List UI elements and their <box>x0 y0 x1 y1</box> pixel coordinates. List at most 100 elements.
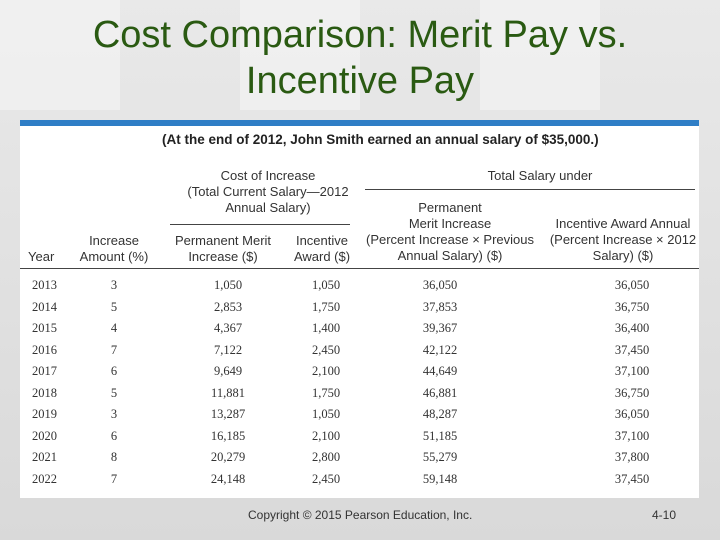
header-line: Salary) ($) <box>592 248 654 263</box>
cell-permanent-merit: 9,649 <box>213 364 243 378</box>
cell-permanent-merit: 1,050 <box>213 278 243 292</box>
slide-title-line-2: Incentive Pay <box>245 60 475 102</box>
cell-total-merit: 59,148 <box>422 471 458 486</box>
cell-increase-amount: 6 <box>110 364 118 378</box>
header-line: Increase <box>89 233 139 248</box>
cell-increase-amount: 4 <box>110 321 118 335</box>
cell-total-merit: 37,853 <box>422 299 458 314</box>
cell-total-incentive: 36,750 <box>614 299 650 314</box>
header-line: (Total Current Salary—2012 <box>187 184 349 199</box>
slide-title: Cost Comparison: Merit Pay vs. Incentive… <box>0 12 720 104</box>
header-line: Incentive Award Annual <box>555 216 691 231</box>
table-row: 2021 8 20,279 2,800 55,279 37,800 <box>20 447 699 468</box>
cell-total-incentive: 37,450 <box>614 471 650 486</box>
cell-total-incentive: 37,100 <box>614 428 650 443</box>
cell-total-incentive: 36,050 <box>614 407 650 421</box>
cell-permanent-merit: 13,287 <box>210 407 246 421</box>
cell-year: 2015 <box>32 321 57 335</box>
cell-total-merit: 42,122 <box>422 342 458 357</box>
table-row: 2013 3 1,050 1,050 36,050 36,050 <box>20 275 699 296</box>
table-row: 2019 3 13,287 1,050 48,287 36,050 <box>20 404 699 425</box>
background-stripe <box>480 0 600 110</box>
accent-bar <box>20 120 699 126</box>
cell-total-merit: 36,050 <box>422 278 458 292</box>
cell-total-incentive: 36,400 <box>614 321 650 335</box>
header-line: (Percent Increase × Previous <box>366 232 534 247</box>
cell-incentive-award: 2,100 <box>311 428 341 443</box>
cell-permanent-merit: 4,367 <box>213 321 243 335</box>
table-caption: (At the end of 2012, John Smith earned a… <box>162 132 599 147</box>
cell-increase-amount: 5 <box>110 299 118 314</box>
header-line: Annual Salary) <box>225 200 311 215</box>
cell-permanent-merit: 16,185 <box>210 428 246 443</box>
cell-incentive-award: 2,450 <box>311 471 341 486</box>
col-header-total-permanent-merit: Permanent Merit Increase (Percent Increa… <box>360 200 540 264</box>
header-line: Award ($) <box>293 249 351 264</box>
group-rule-cost <box>170 224 350 225</box>
cell-total-merit: 55,279 <box>422 450 458 464</box>
cell-incentive-award: 1,050 <box>311 407 341 421</box>
col-header-permanent-merit-increase: Permanent Merit Increase ($) <box>168 233 278 265</box>
cell-permanent-merit: 7,122 <box>213 342 243 357</box>
cell-total-merit: 39,367 <box>422 321 458 335</box>
col-header-incentive-award: Incentive Award ($) <box>284 233 360 265</box>
cell-year: 2022 <box>32 471 57 486</box>
col-header-year: Year <box>28 249 55 264</box>
cell-permanent-merit: 20,279 <box>210 450 246 464</box>
header-line: Permanent Merit <box>174 233 272 248</box>
cell-total-incentive: 37,100 <box>614 364 650 378</box>
table-row: 2014 5 2,853 1,750 37,853 36,750 <box>20 297 699 318</box>
cell-year: 2016 <box>32 342 57 357</box>
cell-increase-amount: 3 <box>110 278 118 292</box>
table-panel: (At the end of 2012, John Smith earned a… <box>20 120 699 498</box>
col-header-total-incentive-award: Incentive Award Annual (Percent Increase… <box>548 216 698 264</box>
background-stripe <box>240 0 360 110</box>
cell-incentive-award: 2,450 <box>311 342 341 357</box>
header-total-salary-under: Total Salary under <box>487 168 593 183</box>
cell-total-merit: 44,649 <box>422 364 458 378</box>
cell-increase-amount: 7 <box>110 471 118 486</box>
table-row: 2020 6 16,185 2,100 51,185 37,100 <box>20 426 699 447</box>
table-row: 2022 7 24,148 2,450 59,148 37,450 <box>20 469 699 490</box>
header-line: (Percent Increase × 2012 <box>549 232 697 247</box>
cell-permanent-merit: 11,881 <box>211 385 245 400</box>
cell-increase-amount: 8 <box>110 450 118 464</box>
cell-total-incentive: 37,800 <box>614 450 650 464</box>
cell-incentive-award: 2,100 <box>311 364 341 378</box>
cell-increase-amount: 7 <box>110 342 118 357</box>
table-row: 2017 6 9,649 2,100 44,649 37,100 <box>20 361 699 382</box>
cell-increase-amount: 5 <box>110 385 118 400</box>
cell-permanent-merit: 24,148 <box>210 471 246 486</box>
cell-year: 2019 <box>32 407 57 421</box>
cell-incentive-award: 1,050 <box>311 278 341 292</box>
cell-total-incentive: 36,750 <box>614 385 650 400</box>
cell-incentive-award: 1,750 <box>311 299 341 314</box>
table-row: 2015 4 4,367 1,400 39,367 36,400 <box>20 318 699 339</box>
cell-year: 2014 <box>32 299 57 314</box>
header-line: Amount (%) <box>79 249 149 264</box>
header-line: Merit Increase <box>408 216 492 231</box>
cell-year: 2017 <box>32 364 57 378</box>
cell-year: 2020 <box>32 428 57 443</box>
cell-year: 2018 <box>32 385 57 400</box>
header-cost-of-increase: Cost of Increase (Total Current Salary—2… <box>168 168 368 216</box>
cell-total-incentive: 36,050 <box>614 278 650 292</box>
group-rule-total <box>365 189 695 190</box>
cell-increase-amount: 6 <box>110 428 118 443</box>
slide-number: 4-10 <box>652 508 677 522</box>
cell-permanent-merit: 2,853 <box>213 299 243 314</box>
cell-total-merit: 46,881 <box>422 385 458 400</box>
header-line: Incentive <box>295 233 349 248</box>
cell-year: 2021 <box>32 450 57 464</box>
cell-total-merit: 48,287 <box>422 407 458 421</box>
header-line: Increase ($) <box>188 249 258 264</box>
cell-incentive-award: 2,800 <box>311 450 341 464</box>
table-row: 2018 5 11,881 1,750 46,881 36,750 <box>20 383 699 404</box>
header-line: Annual Salary) ($) <box>397 248 503 263</box>
col-header-increase-amount: Increase Amount (%) <box>74 233 154 265</box>
table-row: 2016 7 7,122 2,450 42,122 37,450 <box>20 340 699 361</box>
cell-incentive-award: 1,400 <box>311 321 341 335</box>
cell-total-incentive: 37,450 <box>614 342 650 357</box>
header-line: Cost of Increase <box>220 168 316 183</box>
cell-incentive-award: 1,750 <box>311 385 341 400</box>
